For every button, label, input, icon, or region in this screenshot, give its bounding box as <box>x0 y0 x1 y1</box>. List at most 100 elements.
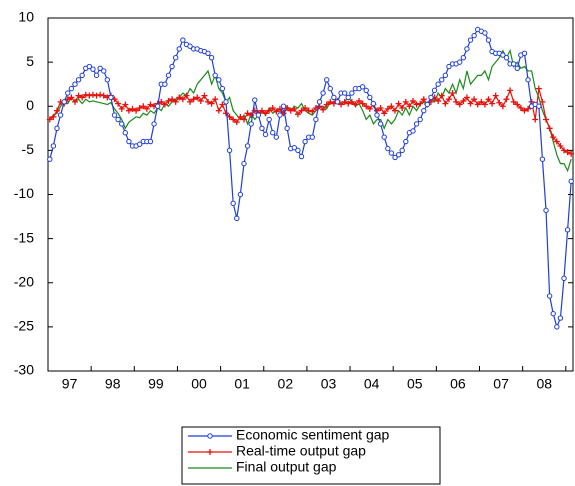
point <box>517 105 524 112</box>
point <box>481 101 488 108</box>
point <box>201 92 208 99</box>
point <box>510 61 517 67</box>
point <box>244 143 251 149</box>
point <box>374 112 380 118</box>
point <box>439 77 445 83</box>
point <box>241 160 247 167</box>
y-tick-label: -20 <box>14 273 34 289</box>
point <box>223 99 229 105</box>
point <box>424 101 431 108</box>
point <box>428 94 434 101</box>
point <box>205 50 211 56</box>
point <box>219 85 226 92</box>
point <box>406 103 413 110</box>
point <box>464 46 470 52</box>
point <box>169 96 176 103</box>
point <box>532 116 539 123</box>
point <box>273 108 280 115</box>
point <box>388 150 395 156</box>
point <box>377 121 384 127</box>
point <box>399 105 406 112</box>
point <box>525 105 532 112</box>
point <box>57 112 64 118</box>
point <box>482 30 488 36</box>
point <box>97 91 104 98</box>
point <box>269 105 276 112</box>
y-tick-label: -15 <box>14 229 34 245</box>
point <box>446 63 452 70</box>
point <box>413 101 420 108</box>
point <box>568 150 575 157</box>
point <box>392 107 399 114</box>
x-tick-label: 06 <box>450 376 466 392</box>
point <box>108 94 114 101</box>
point <box>496 99 503 106</box>
point <box>248 121 254 127</box>
point <box>395 152 402 158</box>
point <box>331 94 337 101</box>
point <box>460 97 467 104</box>
point <box>500 52 506 58</box>
point <box>53 107 60 114</box>
point <box>115 116 121 123</box>
point <box>410 128 416 134</box>
point <box>453 98 460 105</box>
point <box>147 138 154 145</box>
point <box>561 275 567 282</box>
point <box>122 130 129 136</box>
y-tick-label: 0 <box>26 97 34 113</box>
point <box>50 143 57 149</box>
point <box>445 96 452 103</box>
point <box>86 63 93 70</box>
point <box>119 121 125 127</box>
point <box>557 142 564 149</box>
y-tick-label: 10 <box>18 9 34 25</box>
point <box>514 65 520 72</box>
y-tick-label: -5 <box>22 141 35 157</box>
point <box>467 100 474 107</box>
x-tick-label: 01 <box>234 376 250 392</box>
point <box>208 55 215 61</box>
point <box>165 72 172 79</box>
point <box>47 156 53 162</box>
point <box>258 107 265 114</box>
point <box>417 116 423 123</box>
x-tick-label: 05 <box>407 376 423 392</box>
point <box>207 449 213 455</box>
point <box>298 153 305 160</box>
point <box>79 72 85 79</box>
x-tick-label: 07 <box>493 376 509 392</box>
point <box>557 315 564 321</box>
point <box>381 110 388 117</box>
series-line <box>49 28 572 329</box>
point <box>309 108 316 115</box>
point <box>543 207 549 214</box>
point <box>485 37 492 43</box>
point <box>320 106 327 113</box>
point <box>489 100 496 107</box>
point <box>471 32 477 39</box>
y-tick-label: -30 <box>14 362 34 378</box>
point <box>143 105 150 112</box>
point <box>348 98 355 105</box>
point <box>435 81 441 87</box>
point <box>417 100 424 107</box>
point <box>208 100 215 107</box>
point <box>503 55 510 61</box>
point <box>327 98 334 105</box>
point <box>420 96 427 103</box>
point <box>366 105 373 112</box>
point <box>277 112 283 118</box>
point <box>126 138 132 145</box>
point <box>115 100 122 107</box>
point <box>399 147 405 154</box>
point <box>525 77 531 83</box>
point <box>244 110 251 117</box>
point <box>471 96 478 103</box>
point <box>219 101 226 108</box>
x-tick-label: 02 <box>278 376 294 392</box>
point <box>133 107 140 114</box>
point <box>554 324 560 330</box>
point <box>381 134 387 140</box>
point <box>75 77 82 83</box>
